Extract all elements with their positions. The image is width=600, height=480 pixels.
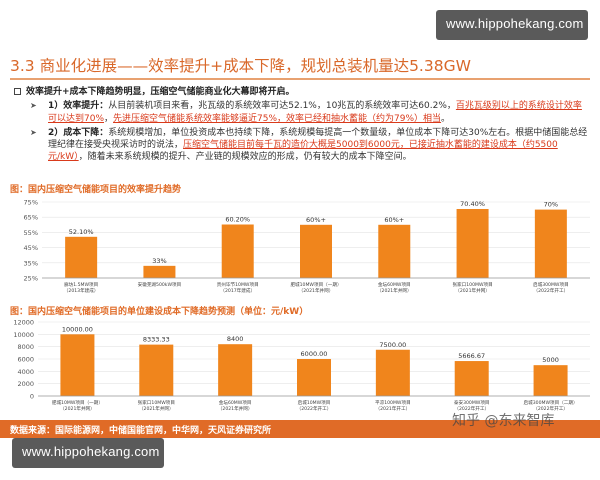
cost-chart: 0 2000 4000 6000 8000 10000 12000 10000.00 肥城10M… <box>13 319 590 412</box>
cost-bar <box>60 334 95 396</box>
cost-text: 系统规模增加，单位投资成本也持续下降，系统规模每提高一个数量级，单位成本下降可达… <box>48 127 588 151</box>
efficiency-category-label: 贵州毕节10MW项目 <box>217 281 259 288</box>
cost-bar <box>375 349 410 396</box>
cost-category-sublabel: （2022年开工） <box>533 405 568 412</box>
efficiency-text: 从目前装机项目来看，兆瓦级的系统效率可达52.1%，10兆瓦的系统效率可达60.… <box>108 101 456 112</box>
efficiency-bar <box>143 265 176 278</box>
cost-bullet: ➤ 2）成本下降：系统规模增加，单位投资成本也持续下降，系统规模每提高一个数量级… <box>12 127 590 164</box>
cost-category-sublabel: （2021年并网） <box>218 405 253 412</box>
efficiency-category-sublabel: （2021年并网） <box>299 287 334 294</box>
efficiency-y-tick-label: 25% <box>24 275 38 283</box>
cost-highlight: 压缩空气储能目前每千瓦的造价大概是5000到6000元，已接近抽水蓄能的建设成本… <box>48 140 558 163</box>
title-divider <box>10 78 590 80</box>
efficiency-category-sublabel: （2017年建成） <box>220 287 255 294</box>
efficiency-y-tick-label: 35% <box>24 259 38 267</box>
cost-category-sublabel: （2022年开工） <box>454 405 489 412</box>
cost-category-label: 金坛60MW项目 <box>219 399 252 406</box>
cost-y-tick-label: 0 <box>30 393 34 401</box>
efficiency-bar <box>378 224 411 278</box>
cost-y-tick-label: 10000 <box>13 331 34 339</box>
cost-y-tick-label: 12000 <box>13 319 34 327</box>
cost-data-label: 7500.00 <box>379 341 406 349</box>
efficiency-bar <box>65 236 98 278</box>
efficiency-heading: 1）效率提升： <box>48 101 109 112</box>
watermark-bottom[interactable]: www.hippohekang.com <box>12 438 164 468</box>
efficiency-data-label: 52.10% <box>69 228 94 236</box>
efficiency-highlight-2: 先进压缩空气储能系统效率能够逼近75%，效率已经和抽水蓄能（约为79%）相当 <box>113 113 442 124</box>
cost-y-tick-label: 6000 <box>17 356 34 364</box>
cost-bar <box>454 361 489 396</box>
efficiency-highlight-1: 百兆瓦级别以上的系统设计效率可以达到70% <box>48 101 582 124</box>
lead-text: 效率提升+成本下降趋势明显，压缩空气储能商业化大幕即将开启。 <box>26 87 295 97</box>
efficiency-category-label: 肥城10MW项目（一期） <box>290 281 341 288</box>
cost-bar <box>533 365 568 396</box>
cost-category-label: 肥城10MW项目（一期） <box>52 399 103 406</box>
cost-category-label: 泰安300MW项目 <box>454 399 490 406</box>
watermark-top[interactable]: www.hippohekang.com <box>436 10 588 40</box>
efficiency-bar <box>456 208 489 278</box>
efficiency-bar <box>221 224 254 278</box>
cost-data-label: 6000.00 <box>301 350 328 358</box>
efficiency-category-sublabel: （2021年并网） <box>455 287 490 294</box>
efficiency-data-label: 70% <box>544 201 558 209</box>
cost-y-tick-label: 2000 <box>17 380 34 388</box>
efficiency-data-label: 70.40% <box>460 200 485 208</box>
efficiency-text-end: 。 <box>441 113 451 124</box>
cost-category-label: 张家口10MW项目 <box>138 399 175 406</box>
efficiency-y-tick-label: 45% <box>24 244 38 252</box>
corner-watermark: 知乎 @东来智库 <box>452 413 555 429</box>
cost-data-label: 8333.33 <box>143 336 170 344</box>
efficiency-chart-title: 图：国内压缩空气储能项目的效率提升趋势 <box>10 185 182 195</box>
efficiency-category-label: 安徽芜湖500kW项目 <box>138 281 182 288</box>
cost-data-label: 5666.67 <box>458 352 485 360</box>
cost-heading: 2）成本下降： <box>48 127 109 138</box>
efficiency-y-tick-label: 65% <box>24 214 38 222</box>
cost-category-label: 启城10MW项目 <box>298 399 331 406</box>
efficiency-category-label: 张家口100MW项目 <box>452 281 492 288</box>
bullet-section: 效率提升+成本下降趋势明显，压缩空气储能商业化大幕即将开启。 ➤ 1）效率提升：… <box>12 86 590 164</box>
data-source: 数据来源：国际能源网，中储国能官网，中华网，天风证券研究所 <box>10 426 272 436</box>
footer-bar: 数据来源：国际能源网，中储国能官网，中华网，天风证券研究所 <box>0 420 600 438</box>
efficiency-category-label: 廊坊1.5MW项目 <box>64 281 98 288</box>
cost-bar <box>139 344 174 396</box>
cost-y-tick-label: 8000 <box>17 343 34 351</box>
efficiency-data-label: 60%+ <box>306 216 326 224</box>
efficiency-category-sublabel: （2021年并网） <box>377 287 412 294</box>
efficiency-text-mid: ， <box>104 113 114 124</box>
efficiency-bar <box>300 224 332 278</box>
cost-category-label: 启城300MW项目（二期） <box>524 399 578 406</box>
efficiency-category-label: 金坛60MW项目 <box>378 281 411 288</box>
efficiency-y-tick-label: 75% <box>24 199 38 207</box>
slide-title: 3.3 商业化进展——效率提升+成本下降，规划总装机量达5.38GW <box>10 57 471 75</box>
cost-category-sublabel: （2022年开工） <box>297 405 332 412</box>
cost-category-sublabel: （2021年并网） <box>139 405 174 412</box>
cost-chart-title: 图：国内压缩空气储能项目的单位建设成本下降趋势预测（单位：元/kW） <box>10 307 309 317</box>
efficiency-chart: 25% 35% 45% 55% 65% 75% 52.10% 廊坊1.5MW项目（2013年建… <box>24 199 590 294</box>
cost-bar <box>297 359 331 396</box>
cost-data-label: 8400 <box>227 335 244 343</box>
efficiency-data-label: 60.20% <box>225 215 250 223</box>
square-bullet-icon <box>14 88 21 95</box>
cost-data-label: 5000 <box>542 356 559 364</box>
cost-category-sublabel: （2021年并网） <box>60 405 95 412</box>
cost-y-tick-label: 4000 <box>17 368 34 376</box>
cost-text-end: ，随着未来系统规模的提升、产业链的规模效应的形成，仍有较大的成本下降空间。 <box>78 152 412 163</box>
efficiency-bullet: ➤ 1）效率提升：从目前装机项目来看，兆瓦级的系统效率可达52.1%，10兆瓦的… <box>12 100 590 125</box>
lead-bullet: 效率提升+成本下降趋势明显，压缩空气储能商业化大幕即将开启。 <box>12 86 590 98</box>
cost-bar <box>218 344 253 396</box>
arrow-bullet-icon: ➤ <box>30 101 37 111</box>
efficiency-category-sublabel: （2013年建成） <box>64 287 99 294</box>
efficiency-data-label: 60%+ <box>384 216 404 224</box>
efficiency-bar <box>534 209 567 278</box>
efficiency-category-label: 启城300MW项目 <box>533 281 569 288</box>
efficiency-y-tick-label: 55% <box>24 229 38 237</box>
cost-data-label: 10000.00 <box>62 325 93 333</box>
efficiency-data-label: 33% <box>152 257 166 265</box>
efficiency-category-sublabel: （2022年开工） <box>534 287 569 294</box>
arrow-bullet-icon: ➤ <box>30 127 37 137</box>
cost-category-sublabel: （2021年开工） <box>376 405 411 412</box>
cost-category-label: 平凉100MW项目 <box>375 399 411 406</box>
